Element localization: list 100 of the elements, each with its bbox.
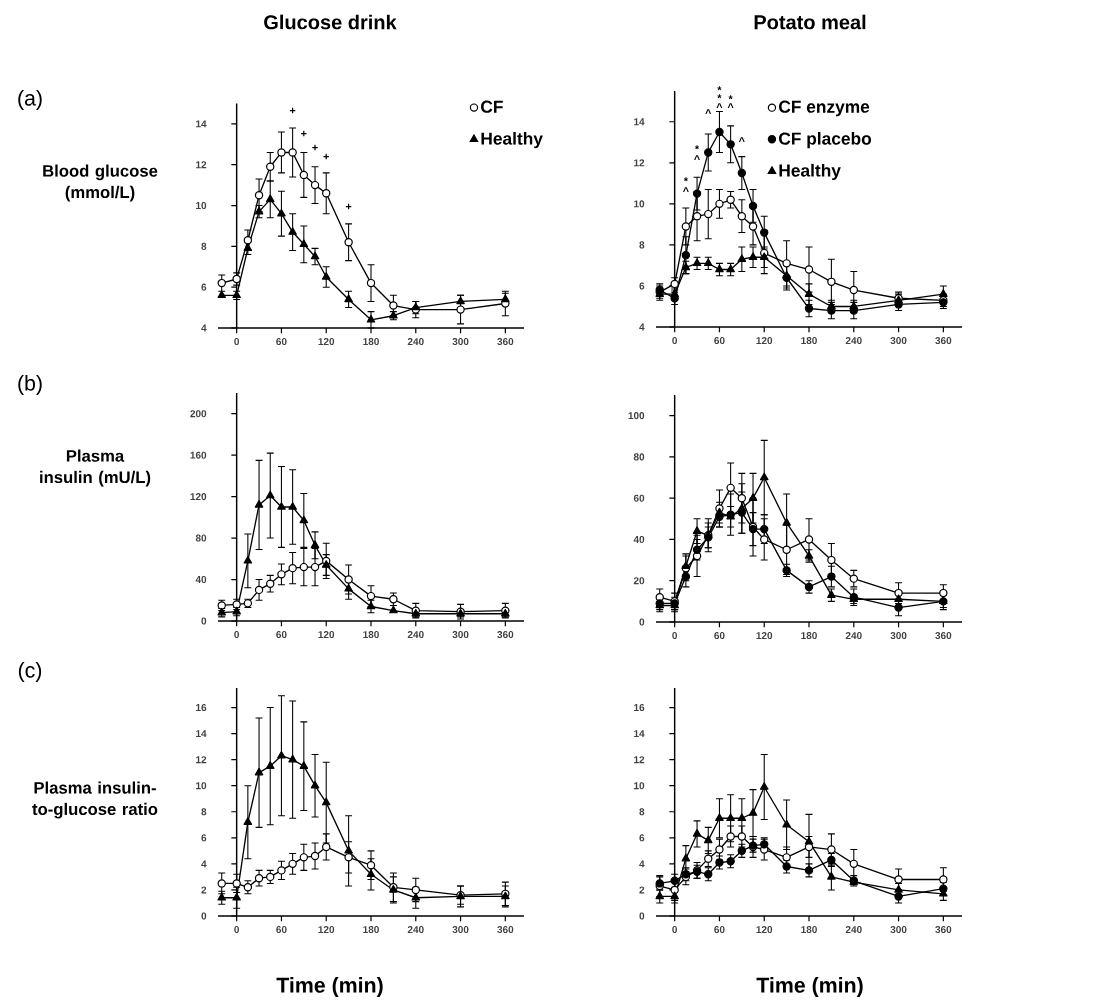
y-tick-label: 0	[201, 617, 207, 625]
x-tick-label: 60	[714, 632, 725, 640]
annotation: +	[301, 130, 307, 137]
legend-label: CF	[481, 100, 503, 113]
y-tick-label: 4	[639, 323, 645, 331]
y-tick-label: 10	[196, 782, 207, 790]
y-tick-label: 6	[639, 282, 645, 290]
x-tick-label: 240	[845, 632, 862, 640]
x-tick-label: 0	[672, 337, 678, 345]
x-tick-label: 60	[714, 926, 725, 934]
y-tick-label: 10	[196, 201, 207, 210]
y-tick-label: 8	[639, 808, 645, 816]
x-tick-label: 60	[276, 338, 287, 346]
annotation: *	[717, 94, 722, 99]
text: (b)	[18, 375, 42, 395]
y-tick-label: 4	[639, 860, 645, 868]
y-tick-label: 12	[196, 756, 207, 764]
annotation: +	[345, 203, 352, 210]
x-tick-label: 120	[756, 632, 773, 640]
x-tick-label: 240	[407, 926, 424, 934]
y-tick-label: 10	[634, 200, 645, 208]
y-tick-label: 200	[190, 410, 207, 418]
x-tick-label: 180	[363, 631, 379, 639]
text: (a)	[18, 90, 42, 110]
y-tick-label: 12	[634, 159, 645, 167]
annotation: ^	[738, 137, 745, 142]
x-tick-label: 240	[845, 337, 862, 345]
x-tick-label: 60	[276, 631, 287, 639]
annotation: +	[312, 144, 318, 151]
x-tick-label: 0	[234, 631, 240, 639]
text: *	[717, 86, 722, 91]
annotation: ^	[683, 187, 689, 192]
y-tick-label: 14	[634, 118, 645, 126]
annotation: ^	[727, 103, 734, 108]
chart-title: Potato meal	[754, 14, 866, 30]
y-tick-label: 8	[639, 241, 645, 249]
chart-title: Glucose drink	[264, 14, 397, 30]
y-tick-label: 16	[634, 703, 645, 712]
x-tick-label: 300	[890, 337, 907, 345]
annotation: *	[694, 145, 700, 150]
y-tick-label: 12	[634, 756, 645, 764]
y-tick-label: 80	[195, 534, 207, 542]
y-tick-label: 60	[633, 494, 645, 502]
y-tick-label: 2	[639, 886, 645, 894]
y-tick-label: 80	[633, 453, 645, 461]
y-tick-label: 0	[639, 912, 645, 920]
y-tick-label: 0	[201, 912, 207, 920]
x-tick-label: 120	[318, 338, 335, 346]
x-tick-label: 120	[756, 337, 773, 345]
x-tick-label: 180	[363, 338, 379, 346]
y-tick-label: 8	[201, 808, 207, 816]
x-axis-title: Time (min)	[756, 977, 863, 997]
y-tick-label: 2	[201, 886, 207, 894]
y-tick-label: 40	[195, 575, 207, 584]
x-tick-label: 0	[672, 926, 678, 934]
x-tick-label: 240	[407, 631, 424, 639]
y-tick-label: 120	[190, 493, 207, 501]
x-tick-label: 120	[756, 926, 773, 934]
y-axis-title: Plasma insulin-to-glucose ratio	[32, 781, 158, 819]
x-tick-label: 360	[497, 338, 514, 346]
legend-label: CF placebo	[779, 132, 872, 149]
legend-label: Healthy	[481, 132, 543, 149]
x-tick-label: 180	[801, 926, 817, 934]
y-tick-label: 4	[201, 860, 207, 868]
x-tick-label: 0	[672, 632, 678, 640]
text: (c)	[18, 662, 42, 682]
x-tick-label: 300	[890, 926, 907, 934]
x-tick-label: 300	[452, 926, 469, 934]
x-tick-label: 120	[318, 631, 335, 639]
x-tick-label: 180	[801, 632, 817, 640]
annotation: +	[289, 107, 296, 114]
annotation: *	[683, 177, 688, 182]
x-tick-label: 360	[497, 926, 514, 934]
x-tick-label: 240	[407, 338, 424, 346]
annotation: ^	[716, 103, 723, 108]
legend-label: Healthy	[779, 163, 841, 181]
y-tick-label: 160	[190, 451, 207, 459]
x-tick-label: 0	[234, 926, 240, 934]
annotation: *	[728, 95, 733, 100]
x-tick-label: 360	[935, 337, 952, 345]
y-tick-label: 16	[196, 703, 207, 712]
annotation: +	[323, 153, 329, 160]
x-tick-label: 300	[890, 632, 907, 640]
annotation: ^	[705, 109, 712, 114]
y-tick-label: 14	[196, 120, 207, 128]
x-tick-label: 60	[714, 337, 725, 345]
y-tick-label: 10	[634, 782, 645, 790]
x-tick-label: 360	[497, 631, 514, 639]
x-tick-label: 360	[935, 926, 952, 934]
y-tick-label: 6	[201, 283, 207, 291]
y-tick-label: 40	[633, 535, 645, 543]
y-tick-label: 0	[639, 618, 645, 626]
x-tick-label: 180	[363, 926, 379, 934]
x-tick-label: 60	[276, 926, 287, 934]
y-tick-label: 4	[201, 324, 207, 332]
y-axis-title: Blood glucose (mmol/L)	[43, 164, 158, 202]
x-tick-label: 300	[452, 631, 469, 639]
y-tick-label: 12	[196, 161, 207, 169]
x-tick-label: 300	[452, 338, 469, 346]
y-tick-label: 14	[196, 730, 207, 738]
